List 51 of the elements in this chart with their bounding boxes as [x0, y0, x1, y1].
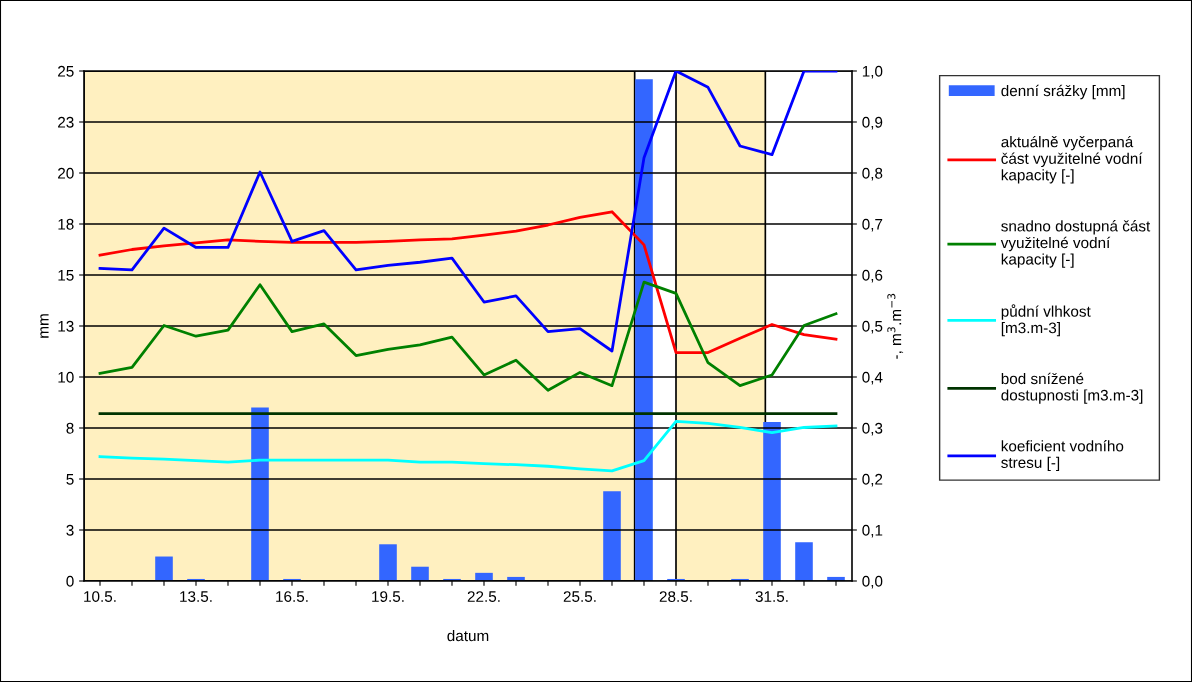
line-series [98, 210, 838, 354]
x-tick-label: 28.5. [659, 591, 692, 602]
bar [251, 407, 269, 581]
y2-tick-label: 0,7 [862, 218, 883, 232]
y2-tick-label: 0,4 [862, 371, 883, 385]
y-tick-label: 10 [58, 371, 74, 383]
y2-tick-label: 0,1 [862, 524, 883, 538]
bar [635, 79, 653, 581]
bar [763, 421, 781, 581]
legend-label: půdní vlhkost [m3.m-3] [1001, 304, 1091, 337]
y-tick-label: 0 [66, 575, 74, 587]
y2-tick-label: 0,2 [862, 473, 883, 487]
legend-label: aktuálně vyčerpaná část využitelné vodní kapacity [-] [1001, 135, 1143, 184]
x-tick-label: 31.5. [755, 591, 788, 602]
y2-tick-label: 1,0 [862, 65, 883, 79]
y2-tick-label: 0,6 [862, 269, 883, 283]
y-tick-label: 15 [58, 270, 74, 281]
x-tick-label: 22.5. [467, 591, 500, 602]
y2-tick-label: 0,3 [862, 422, 883, 436]
legend-label: snadno dostupná část využitelné vodní kapacity [-] [1000, 220, 1151, 268]
legend-label: denní srážky [mm] [1001, 84, 1125, 100]
y-tick-label: 25 [58, 65, 74, 77]
y-tick-label: 8 [66, 422, 74, 434]
y2-tick-label: 0,8 [862, 167, 883, 181]
x-tick-label: 10.5. [84, 591, 116, 602]
line-series [98, 71, 838, 353]
x-tick-label: 13.5. [180, 591, 212, 602]
bar [155, 556, 173, 581]
y-axis-title: mm [40, 314, 49, 338]
x-tick-label: 25.5. [563, 591, 596, 602]
bar [411, 566, 429, 581]
y2-tick-label: 0,0 [862, 575, 883, 589]
legend-label: bod snížené dostupnosti [m3.m-3] [1001, 372, 1143, 404]
legend-label: koeficient vodního stresu [-] [1001, 440, 1124, 471]
y2-tick-label: 0,9 [862, 116, 883, 130]
x-axis-title: datum [447, 629, 489, 642]
x-tick-label: 19.5. [372, 591, 404, 602]
y2-tick-label: 0,5 [862, 320, 883, 334]
y-tick-label: 3 [66, 524, 74, 536]
y-tick-label: 18 [58, 218, 74, 230]
line-series [98, 419, 838, 473]
y-tick-label: 20 [58, 167, 74, 179]
bar [795, 542, 813, 581]
bar [379, 544, 397, 581]
y-tick-label: 13 [58, 320, 74, 332]
line-series [98, 280, 838, 392]
bar [603, 491, 621, 581]
y-tick-label: 23 [58, 116, 74, 128]
x-tick-label: 16.5. [276, 591, 308, 602]
y2-axis-title: -, m$^{3}$.m$^{−3}$ [887, 293, 904, 359]
y-tick-label: 5 [66, 474, 74, 485]
